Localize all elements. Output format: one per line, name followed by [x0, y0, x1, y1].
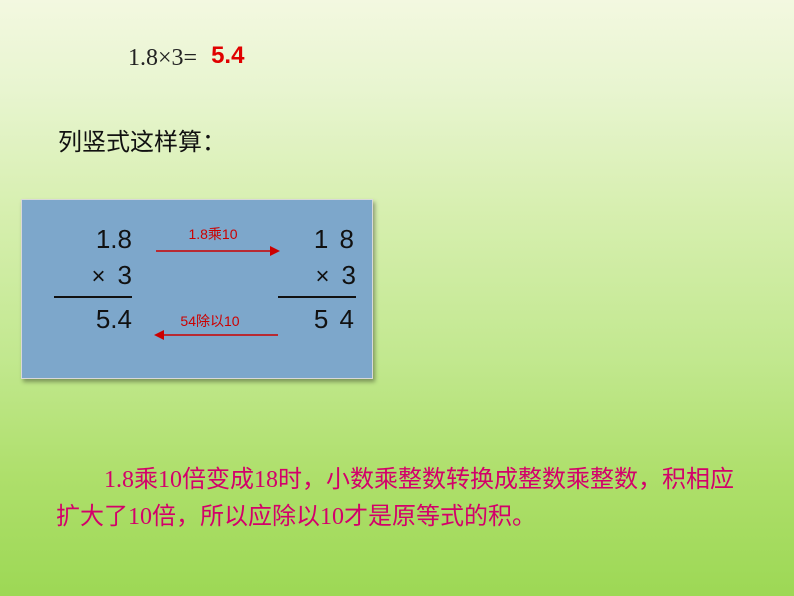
times-symbol: ×: [316, 263, 330, 290]
equation-expression: 1.8×3=: [128, 45, 197, 71]
equation-line: 1.8×3= 5.4: [128, 44, 244, 72]
subheading: 列竖式这样算：: [58, 122, 226, 157]
left-row3: 5.4: [60, 302, 132, 336]
explanation-text: 1.8乘10倍变成18时，小数乘整数转换成整数乘整数，积相应扩大了10倍，所以应…: [56, 462, 736, 536]
vertical-calc-right: 1 8 ×3 5 4: [284, 222, 356, 336]
arrow-top-label: 1.8乘10: [168, 224, 258, 244]
vertical-calc-left: 1.8 ×3 5.4: [60, 222, 132, 336]
times-symbol: ×: [92, 263, 106, 290]
right-underline: [278, 296, 356, 298]
equation-answer: 5.4: [211, 42, 244, 69]
calculation-box: 1.8 ×3 5.4 1 8 ×3 5 4 1.8乘10 54除以10: [21, 199, 373, 379]
left-row2: ×3: [60, 256, 132, 294]
right-row3: 5 4: [284, 302, 356, 336]
left-underline: [54, 296, 132, 298]
right-row1: 1 8: [284, 222, 356, 256]
right-row2: ×3: [284, 256, 356, 294]
arrow-right-icon: [152, 244, 282, 258]
arrow-left-icon: [152, 328, 282, 342]
slide-content: 1.8×3= 5.4 列竖式这样算： 1.8 ×3 5.4 1 8 ×3 5 4…: [0, 0, 794, 596]
left-row1: 1.8: [60, 222, 132, 256]
